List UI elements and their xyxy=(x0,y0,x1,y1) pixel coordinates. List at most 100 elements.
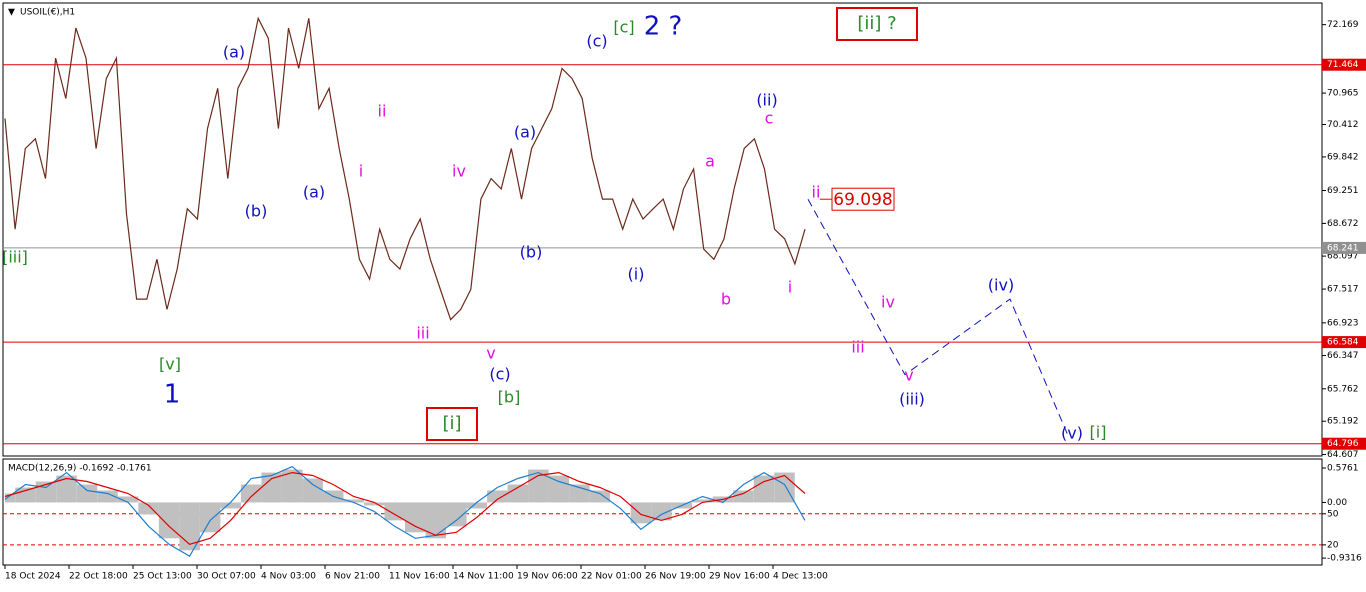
macd-main-line xyxy=(4,465,806,558)
x-tick-label: 19 Nov 06:00 xyxy=(517,572,578,582)
dropdown-arrow: ▼ xyxy=(8,8,15,18)
macd-tick-label: 50 xyxy=(1327,509,1339,519)
wave-label: ii xyxy=(812,183,821,202)
macd-label: MACD(12,26,9) -0.1692 -0.1761 xyxy=(8,464,152,474)
annotation-box xyxy=(426,407,478,441)
x-tick-label: 30 Oct 07:00 xyxy=(197,572,256,582)
macd-bar xyxy=(117,496,139,503)
macd-bar xyxy=(384,502,405,521)
wave-label: v xyxy=(904,366,913,385)
y-tick-label: 70.412 xyxy=(1327,120,1359,130)
macd-bar xyxy=(466,502,488,509)
macd-bar xyxy=(651,502,672,521)
wave-label: b xyxy=(721,290,731,309)
wave-label: (a) xyxy=(223,43,245,62)
macd-bar xyxy=(589,490,611,503)
wave-label: (a) xyxy=(514,123,536,142)
y-tick-label: 68.672 xyxy=(1327,219,1359,229)
x-tick-label: 22 Nov 01:00 xyxy=(581,572,642,582)
projection-line xyxy=(807,198,1069,436)
x-tick-label: 6 Nov 21:00 xyxy=(325,572,380,582)
wave-label: (c) xyxy=(489,365,510,384)
y-tick-label: 65.762 xyxy=(1327,384,1359,394)
wave-label: v xyxy=(486,344,495,363)
wave-label: (b) xyxy=(245,202,268,221)
macd-bar xyxy=(261,472,282,503)
wave-label: [iii] xyxy=(2,248,28,267)
macd-tick-label: -0.9316 xyxy=(1327,554,1362,564)
wave-label: i xyxy=(359,162,363,181)
wave-label: c xyxy=(765,109,774,128)
wave-label: [b] xyxy=(498,388,521,407)
price-line xyxy=(4,16,806,321)
macd-bar xyxy=(179,502,200,551)
x-tick-label: 4 Nov 03:00 xyxy=(261,572,316,582)
wave-label: (iv) xyxy=(988,276,1014,295)
macd-signal-line xyxy=(4,471,806,545)
macd-bar xyxy=(15,487,36,503)
macd-bar xyxy=(281,469,303,503)
macd-bar xyxy=(548,475,570,503)
wave-label: (i) xyxy=(628,265,645,284)
chart-title: USOIL(€),H1 xyxy=(20,8,75,18)
macd-bar xyxy=(240,484,262,503)
wave-label: (a) xyxy=(303,183,325,202)
macd-tick-label: 20 xyxy=(1327,540,1339,550)
level-tag xyxy=(1322,336,1366,349)
wave-label: iii xyxy=(851,338,864,357)
main-panel xyxy=(2,2,1323,457)
macd-bar xyxy=(528,469,549,503)
macd-bar xyxy=(302,478,323,503)
macd-bar xyxy=(446,502,467,527)
macd-bar xyxy=(343,499,364,503)
macd-panel xyxy=(2,458,1323,566)
macd-bar xyxy=(425,502,447,539)
level-tag xyxy=(1322,437,1366,450)
macd-tick-label: 0.00 xyxy=(1327,498,1347,508)
level-label: 64.796 xyxy=(1327,439,1359,449)
macd-bar xyxy=(363,502,385,506)
macd-tick-label: 0.5761 xyxy=(1327,464,1359,474)
macd-bar xyxy=(733,490,754,503)
y-tick-label: 69.842 xyxy=(1327,152,1359,162)
wave-label: (iii) xyxy=(899,390,925,409)
macd-bar xyxy=(138,502,159,515)
y-tick-label: 66.923 xyxy=(1327,318,1359,328)
x-tick-label: 26 Nov 19:00 xyxy=(645,572,706,582)
level-tag xyxy=(1322,58,1366,71)
macd-bar xyxy=(5,493,16,503)
x-tick-label: 14 Nov 11:00 xyxy=(453,572,514,582)
annotation-box xyxy=(836,7,918,41)
macd-bar xyxy=(487,490,508,503)
wave-label: iv xyxy=(881,293,895,312)
macd-bar xyxy=(220,502,241,509)
macd-bar xyxy=(76,484,98,503)
macd-bar xyxy=(507,484,529,503)
wave-label: (b) xyxy=(520,243,543,262)
wave-label: [v] xyxy=(159,355,181,374)
target-label: 69.098 xyxy=(833,190,892,210)
wave-label: 1 xyxy=(164,380,181,410)
wave-label: 2 ? xyxy=(644,12,683,42)
wave-label: [ii] ? xyxy=(857,13,896,34)
level-tag xyxy=(1322,241,1366,254)
x-tick-label: 22 Oct 18:00 xyxy=(69,572,128,582)
y-tick-label: 67.517 xyxy=(1327,285,1359,295)
y-tick-label: 64.607 xyxy=(1327,450,1359,460)
x-tick-label: 18 Oct 2024 xyxy=(5,572,61,582)
y-tick-label: 72.169 xyxy=(1327,20,1359,30)
x-tick-label: 11 Nov 16:00 xyxy=(389,572,450,582)
wave-label: a xyxy=(705,152,715,171)
y-tick-label: 69.251 xyxy=(1327,186,1359,196)
wave-label: iv xyxy=(452,162,466,181)
y-tick-label: 70.965 xyxy=(1327,89,1359,99)
wave-label: [i] xyxy=(1090,423,1107,442)
macd-bar xyxy=(56,475,77,503)
wave-label: i xyxy=(788,278,792,297)
wave-label: iii xyxy=(416,324,429,343)
macd-bar xyxy=(630,502,652,524)
macd-bar xyxy=(199,502,221,533)
macd-bar xyxy=(692,499,713,503)
wave-label: [i] xyxy=(442,413,461,434)
